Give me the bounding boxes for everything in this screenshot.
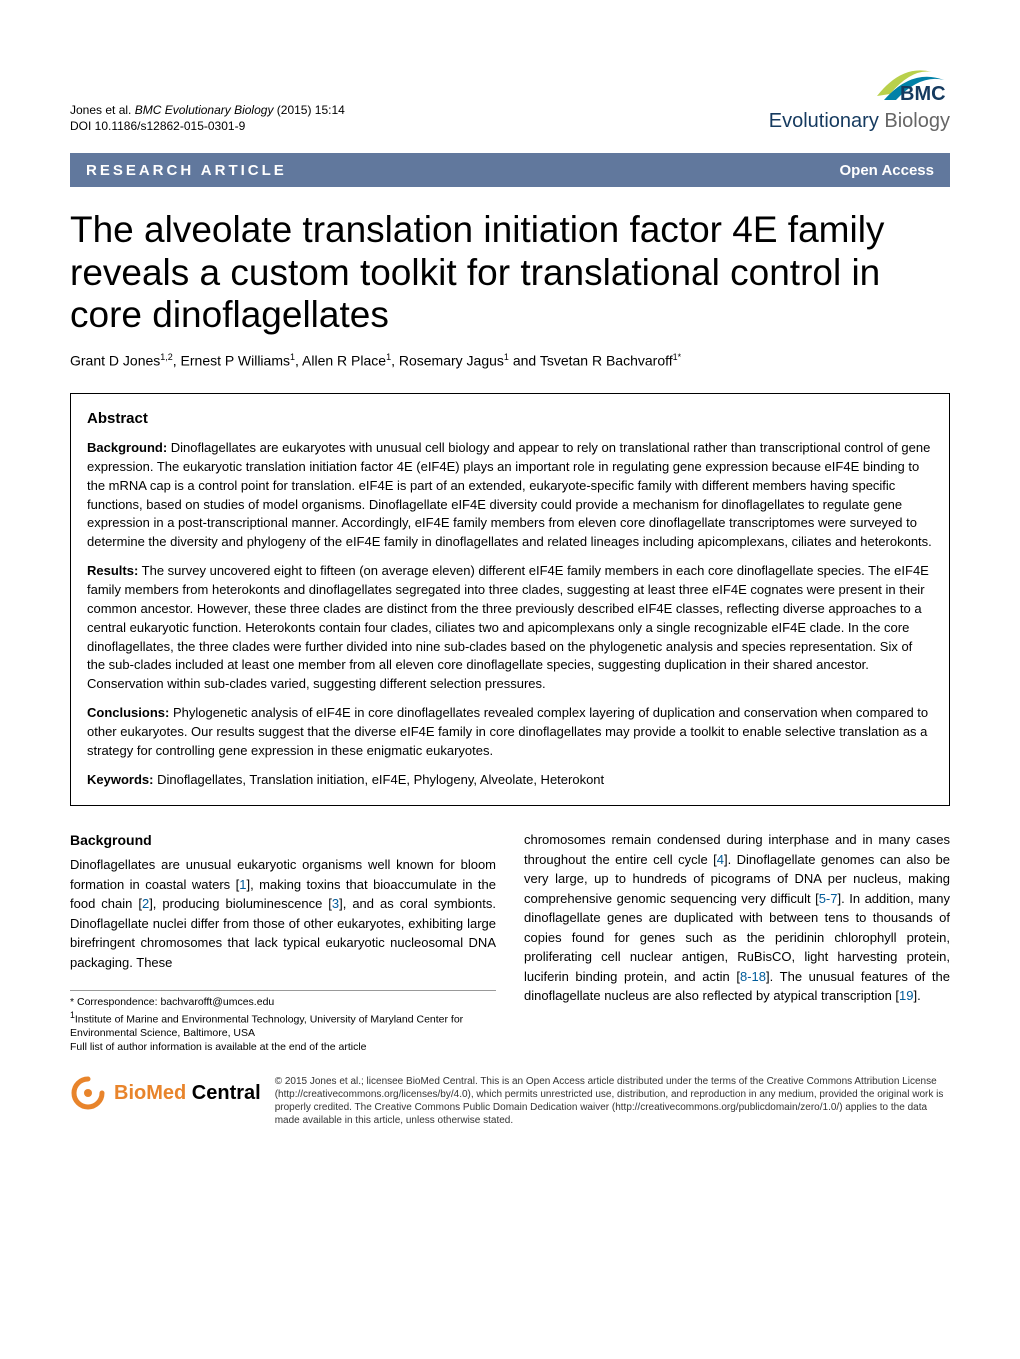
body-columns: Background Dinoflagellates are unusual e…	[70, 830, 950, 1054]
copyright-text: © 2015 Jones et al.; licensee BioMed Cen…	[275, 1075, 950, 1127]
background-heading: Background	[70, 830, 496, 851]
abstract-keywords: Keywords: Dinoflagellates, Translation i…	[87, 771, 933, 790]
copyright-row: BioMed Central © 2015 Jones et al.; lice…	[70, 1075, 950, 1127]
biomed-central-text: BioMed Central	[114, 1079, 261, 1107]
column-right-text: chromosomes remain condensed during inte…	[524, 830, 950, 1006]
citation-block: Jones et al. BMC Evolutionary Biology (2…	[70, 103, 345, 135]
results-text: The survey uncovered eight to fifteen (o…	[87, 563, 929, 691]
citation-authors: Jones et al.	[70, 103, 131, 117]
citation-line: Jones et al. BMC Evolutionary Biology (2…	[70, 103, 345, 119]
column-left: Background Dinoflagellates are unusual e…	[70, 830, 496, 1054]
article-type: RESEARCH ARTICLE	[86, 160, 287, 181]
results-label: Results:	[87, 563, 138, 578]
header-row: Jones et al. BMC Evolutionary Biology (2…	[70, 60, 950, 135]
abstract-conclusions: Conclusions: Phylogenetic analysis of eI…	[87, 704, 933, 761]
background-text: Dinoflagellates are eukaryotes with unus…	[87, 440, 932, 549]
citation-yearvol: (2015) 15:14	[273, 103, 344, 117]
article-type-banner: RESEARCH ARTICLE Open Access	[70, 153, 950, 187]
biomed-open-icon	[70, 1075, 106, 1111]
background-label: Background:	[87, 440, 167, 455]
journal-name-2: Biology	[884, 110, 950, 132]
abstract-heading: Abstract	[87, 408, 933, 429]
bmc-central: Central	[192, 1082, 261, 1104]
journal-name-1: Evolutionary	[769, 110, 885, 132]
bmc-bio: BioMed	[114, 1082, 192, 1104]
journal-logo: BMC Evolutionary Biology	[769, 60, 950, 135]
svg-text:BMC: BMC	[900, 83, 946, 105]
conclusions-text: Phylogenetic analysis of eIF4E in core d…	[87, 705, 928, 758]
affiliation: 1Institute of Marine and Environmental T…	[70, 1010, 496, 1041]
keywords-text: Dinoflagellates, Translation initiation,…	[153, 772, 604, 787]
abstract-results: Results: The survey uncovered eight to f…	[87, 562, 933, 694]
author-list: Grant D Jones1,2, Ernest P Williams1, Al…	[70, 351, 950, 371]
correspondence: * Correspondence: bachvarofft@umces.edu	[70, 995, 496, 1009]
article-title: The alveolate translation initiation fac…	[70, 209, 950, 337]
abstract-background: Background: Dinoflagellates are eukaryot…	[87, 439, 933, 552]
doi: DOI 10.1186/s12862-015-0301-9	[70, 118, 345, 135]
column-left-text: Dinoflagellates are unusual eukaryotic o…	[70, 855, 496, 972]
correspondence-block: * Correspondence: bachvarofft@umces.edu …	[70, 990, 496, 1054]
biomed-central-logo: BioMed Central	[70, 1075, 261, 1111]
keywords-label: Keywords:	[87, 772, 153, 787]
bmc-swoosh-icon: BMC	[872, 60, 950, 106]
conclusions-label: Conclusions:	[87, 705, 169, 720]
journal-name: Evolutionary Biology	[769, 107, 950, 135]
abstract-box: Abstract Background: Dinoflagellates are…	[70, 393, 950, 806]
column-right: chromosomes remain condensed during inte…	[524, 830, 950, 1054]
citation-journal: BMC Evolutionary Biology	[135, 103, 274, 117]
page-container: Jones et al. BMC Evolutionary Biology (2…	[0, 0, 1020, 1167]
author-info-note: Full list of author information is avail…	[70, 1040, 496, 1054]
affiliation-text: Institute of Marine and Environmental Te…	[70, 1013, 463, 1039]
open-access-label: Open Access	[840, 160, 935, 181]
